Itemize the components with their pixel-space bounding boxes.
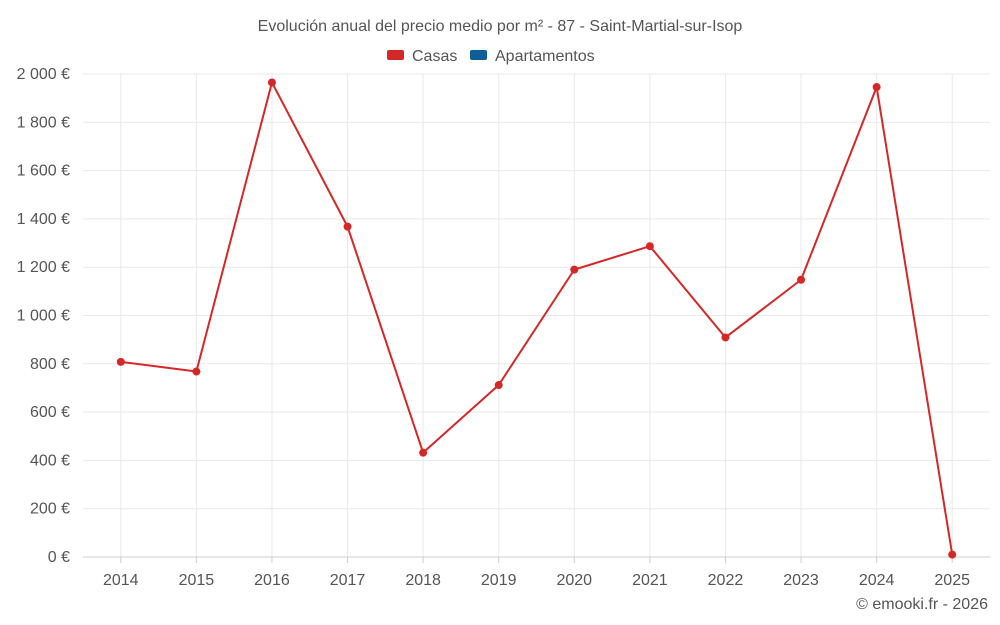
axes: 0 € 200 € 400 € 600 € 800 € 1 000 € 1 200 € 1 4… [17, 66, 990, 589]
legend-swatch-casas [387, 50, 404, 60]
y-tick-label: 0 € [48, 549, 70, 566]
data-point-2014[interactable] [116, 357, 125, 366]
data-point-2015[interactable] [192, 367, 201, 376]
legend-label-casas: Casas [412, 48, 457, 65]
y-tick-label: 1 800 € [17, 114, 70, 131]
data-point-2021[interactable] [645, 242, 654, 251]
y-tick-label: 1 600 € [17, 163, 70, 180]
x-tick-label: 2018 [405, 572, 441, 589]
series-casas [116, 78, 957, 559]
grid [83, 73, 990, 557]
data-point-2016[interactable] [267, 78, 276, 87]
series-line-casas [120, 81, 954, 555]
x-tick-label: 2014 [103, 572, 139, 589]
x-tick-label: 2023 [783, 572, 819, 589]
data-point-2020[interactable] [570, 265, 579, 274]
chart-title: Evolución anual del precio medio por m² … [258, 18, 743, 35]
x-tick-label: 2025 [934, 572, 970, 589]
legend-label-apartamentos: Apartamentos [495, 48, 595, 65]
data-point-2022[interactable] [721, 333, 730, 342]
legend-swatch-apartamentos [470, 50, 487, 60]
x-tick-label: 2016 [254, 572, 290, 589]
credit-text: © emooki.fr - 2026 [856, 596, 988, 613]
y-tick-label: 800 € [30, 356, 70, 373]
legend-item-apartamentos[interactable]: Apartamentos [470, 48, 595, 65]
y-tick-label: 1 200 € [17, 259, 70, 276]
data-point-2019[interactable] [494, 381, 503, 390]
data-point-2024[interactable] [872, 83, 881, 92]
y-tick-label: 600 € [30, 404, 70, 421]
legend-item-casas[interactable]: Casas [387, 48, 457, 65]
data-point-2025[interactable] [948, 550, 957, 559]
y-tick-label: 1 000 € [17, 308, 70, 325]
y-tick-label: 200 € [30, 501, 70, 518]
y-tick-label: 2 000 € [17, 66, 70, 83]
data-point-2017[interactable] [343, 222, 352, 231]
data-point-2023[interactable] [797, 275, 806, 284]
y-tick-label: 1 400 € [17, 211, 70, 228]
x-tick-label: 2017 [330, 572, 366, 589]
x-tick-label: 2022 [708, 572, 744, 589]
x-tick-label: 2019 [481, 572, 517, 589]
legend: Casas Apartamentos [387, 48, 595, 65]
data-point-2018[interactable] [419, 448, 428, 457]
x-tick-label: 2015 [179, 572, 215, 589]
y-tick-label: 400 € [30, 452, 70, 469]
x-tick-label: 2021 [632, 572, 668, 589]
x-tick-label: 2020 [556, 572, 592, 589]
x-tick-label: 2024 [859, 572, 895, 589]
